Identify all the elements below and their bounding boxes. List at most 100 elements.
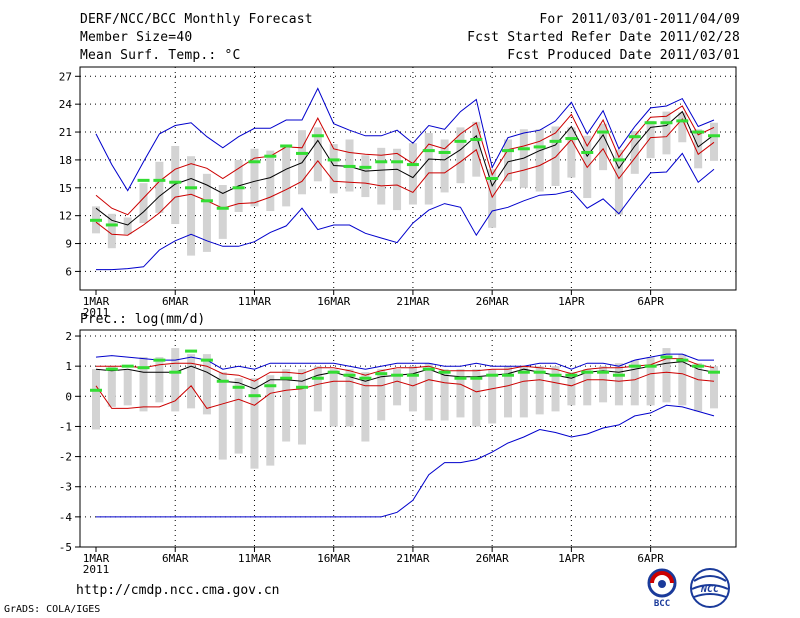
temp-line-upper <box>95 105 715 216</box>
prec-obs-mark <box>533 370 546 374</box>
prec-obs-mark <box>137 366 150 370</box>
prec-ytick-label: -5 <box>59 541 72 554</box>
temp-ytick-label: 15 <box>59 182 72 195</box>
temp-ytick-label: 12 <box>59 210 72 223</box>
temp-obs-mark <box>597 130 610 134</box>
temp-ytick-label: 18 <box>59 154 72 167</box>
temp-xtick-label: 21MAR <box>396 295 429 308</box>
prec-spread-box <box>377 369 386 421</box>
temp-spread-box <box>313 127 322 182</box>
prec-obs-mark <box>676 358 689 362</box>
temp-obs-mark <box>454 139 467 143</box>
temp-obs-mark <box>216 206 229 210</box>
temp-spread-box <box>599 123 608 171</box>
prec-ytick-label: -1 <box>59 420 72 433</box>
temp-xtick-label: 6APR <box>637 295 664 308</box>
prec-spread-box <box>504 366 512 418</box>
prec-xtick-label: 16MAR <box>317 552 350 565</box>
temp-spread-box <box>361 155 370 198</box>
temp-xtick-label: 1MAR <box>83 295 110 308</box>
precipitation-title: Prec.: log(mm/d) <box>80 312 206 327</box>
prec-obs-mark <box>660 355 673 359</box>
prec-obs-mark <box>486 373 499 377</box>
prec-obs-mark <box>90 388 102 392</box>
temp-xtick-label: 11MAR <box>238 295 271 308</box>
temp-obs-mark <box>248 160 261 164</box>
prec-spread-box <box>535 366 544 415</box>
prec-obs-mark <box>692 364 705 368</box>
prec-ytick-label: 0 <box>65 390 72 403</box>
prec-spread-box <box>583 369 592 406</box>
prec-obs-mark <box>359 376 372 380</box>
prec-spread-box <box>472 369 481 427</box>
prec-spread-box <box>408 366 417 412</box>
prec-spread-box <box>646 357 655 406</box>
prec-obs-mark <box>549 373 562 377</box>
prec-obs-mark <box>454 376 467 380</box>
prec-obs-mark <box>470 376 483 380</box>
prec-obs-mark <box>311 376 324 380</box>
temp-obs-mark <box>327 158 340 162</box>
prec-spread-box <box>694 363 703 412</box>
grads-credit: GrADS: COLA/IGES <box>4 604 101 615</box>
prec-obs-mark <box>422 367 435 371</box>
prec-obs-mark <box>391 373 404 377</box>
prec-xtick-label: 6APR <box>637 552 664 565</box>
prec-obs-mark <box>264 384 277 388</box>
temp-spread-box <box>440 139 449 193</box>
variable-label: Mean Surf. Temp.: °C <box>80 48 241 63</box>
temp-line-max <box>95 87 715 192</box>
prec-obs-mark <box>105 367 118 371</box>
temp-line-min <box>96 152 715 271</box>
ncc-logo: NCC <box>690 568 730 608</box>
prec-spread-box <box>313 366 322 412</box>
prec-obs-mark <box>185 349 198 353</box>
prec-obs-mark <box>644 364 657 368</box>
temp-spread-box <box>535 129 544 192</box>
temp-spread-box <box>377 147 386 205</box>
temp-spread-box <box>488 169 497 228</box>
prec-obs-mark <box>280 376 293 380</box>
temp-spread-box <box>424 132 433 205</box>
temp-spread-box <box>567 127 576 178</box>
temp-obs-mark <box>105 223 118 227</box>
prec-xtick-label: 11MAR <box>238 552 271 565</box>
prec-spread-box <box>456 369 465 418</box>
temp-obs-mark <box>628 135 641 139</box>
temp-ytick-label: 6 <box>65 265 72 278</box>
temp-obs-mark <box>264 154 277 158</box>
prec-spread-box <box>488 369 497 424</box>
temp-xtick-label: 16MAR <box>317 295 350 308</box>
bcc-logo: BCC <box>647 568 677 607</box>
temp-plot: 6 9 12 15 18 21 24 27 1MAR 6MAR 11MAR 16MAR 21MAR 26M… <box>59 66 737 319</box>
prec-xtick-label: 26MAR <box>476 552 509 565</box>
temp-xtick-label: 1APR <box>558 295 585 308</box>
temp-obs-mark <box>438 150 451 154</box>
temp-spread-box <box>187 156 196 256</box>
prec-spread-box <box>345 369 354 427</box>
prec-obs-mark <box>708 370 720 374</box>
prec-spread-box <box>599 366 608 403</box>
prec-spread-box <box>424 363 433 421</box>
temp-spread-box <box>504 139 512 182</box>
prec-spread-box <box>567 372 576 406</box>
temp-spread-box <box>218 185 227 239</box>
temp-spread-box <box>662 111 671 155</box>
temp-obs-mark <box>676 119 689 123</box>
temp-obs-mark <box>486 177 499 180</box>
temp-obs-mark <box>612 158 625 162</box>
prec-ytick-label: 1 <box>65 360 72 373</box>
temp-obs-mark <box>533 145 546 149</box>
prec-obs-mark <box>375 372 388 376</box>
prec-spread-box <box>361 372 370 442</box>
prec-spread-box <box>139 357 148 412</box>
temp-spread-box <box>694 129 703 169</box>
started-date-label: Fcst Started Refer Date 2011/02/28 <box>467 30 740 45</box>
chart-title: DERF/NCC/BCC Monthly Forecast <box>80 12 313 27</box>
temp-obs-mark <box>200 199 213 203</box>
prec-spread-box <box>710 366 718 409</box>
temp-obs-mark <box>644 121 657 125</box>
website-url[interactable]: http://cmdp.ncc.cma.gov.cn <box>76 583 280 598</box>
